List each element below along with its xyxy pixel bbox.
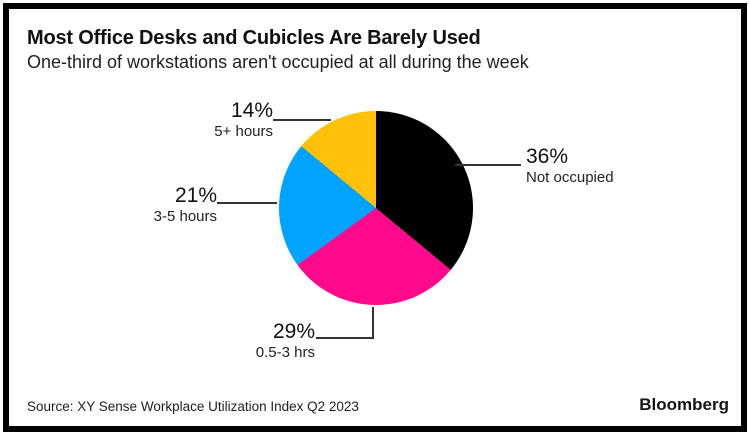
slice-label-5plus-hours: 14% 5+ hours — [153, 100, 273, 141]
pie-chart — [279, 111, 473, 305]
slice-category-05-3hrs: 0.5-3 hrs — [255, 344, 315, 361]
leader-line-05-3hrs-vertical — [372, 307, 374, 339]
slice-pct-3-5hours: 21% — [174, 184, 217, 207]
bloomberg-logo: Bloomberg — [639, 395, 729, 414]
slice-label-not-occupied: 36% Not occupied — [526, 146, 614, 187]
slice-label-3-5hours: 21% 3-5 hours — [97, 185, 217, 226]
slice-pct-5plus-hours: 14% — [230, 99, 273, 122]
source-text: Source: XY Sense Workplace Utilization I… — [27, 399, 359, 414]
slice-category-not-occupied: Not occupied — [526, 169, 614, 186]
chart-card: Most Office Desks and Cubicles Are Barel… — [3, 3, 747, 432]
slice-category-5plus-hours: 5+ hours — [214, 123, 273, 140]
chart-title: Most Office Desks and Cubicles Are Barel… — [27, 27, 481, 49]
slice-label-05-3hrs: 29% 0.5-3 hrs — [195, 321, 315, 362]
leader-line-3-5hours — [217, 202, 277, 204]
chart-subtitle: One-third of workstations aren't occupie… — [27, 52, 529, 72]
leader-line-not-occupied — [455, 164, 521, 166]
slice-pct-not-occupied: 36% — [526, 145, 569, 168]
leader-line-5plus-hours — [273, 119, 331, 121]
slice-pct-05-3hrs: 29% — [272, 320, 315, 343]
leader-line-05-3hrs — [316, 337, 374, 339]
slice-category-3-5hours: 3-5 hours — [153, 208, 217, 225]
